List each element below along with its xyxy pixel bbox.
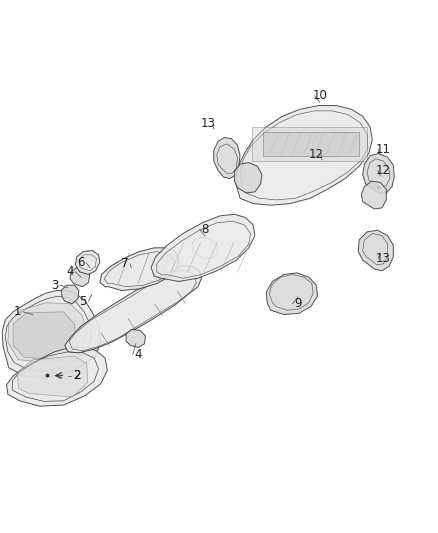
Polygon shape bbox=[75, 251, 100, 274]
Polygon shape bbox=[2, 290, 101, 378]
Text: 13: 13 bbox=[376, 252, 391, 265]
Polygon shape bbox=[363, 154, 394, 193]
Text: 7: 7 bbox=[121, 257, 129, 270]
Polygon shape bbox=[7, 348, 107, 406]
Polygon shape bbox=[65, 265, 201, 353]
Text: 13: 13 bbox=[201, 117, 215, 130]
Polygon shape bbox=[8, 303, 87, 364]
Text: 2: 2 bbox=[73, 369, 81, 382]
Polygon shape bbox=[266, 273, 318, 314]
Text: 2: 2 bbox=[73, 369, 81, 382]
Text: 4: 4 bbox=[66, 265, 74, 278]
Polygon shape bbox=[234, 163, 262, 193]
Polygon shape bbox=[358, 230, 393, 271]
Text: 1: 1 bbox=[14, 305, 21, 318]
Text: 12: 12 bbox=[309, 148, 324, 161]
Text: 5: 5 bbox=[80, 295, 87, 308]
Text: 8: 8 bbox=[201, 223, 208, 236]
Polygon shape bbox=[151, 214, 255, 281]
Polygon shape bbox=[252, 127, 367, 161]
Polygon shape bbox=[61, 285, 79, 304]
Polygon shape bbox=[263, 132, 359, 156]
Polygon shape bbox=[18, 356, 88, 397]
Polygon shape bbox=[126, 329, 145, 348]
Polygon shape bbox=[214, 138, 240, 179]
Text: 12: 12 bbox=[376, 164, 391, 177]
Text: 11: 11 bbox=[376, 143, 391, 156]
Polygon shape bbox=[236, 106, 372, 205]
Text: 6: 6 bbox=[77, 256, 85, 269]
Polygon shape bbox=[361, 181, 386, 209]
Text: 4: 4 bbox=[134, 348, 142, 361]
Text: 9: 9 bbox=[294, 297, 302, 310]
Text: 3: 3 bbox=[51, 279, 58, 292]
Polygon shape bbox=[100, 248, 179, 290]
Polygon shape bbox=[13, 312, 77, 361]
Polygon shape bbox=[70, 268, 90, 287]
Text: 10: 10 bbox=[312, 90, 327, 102]
